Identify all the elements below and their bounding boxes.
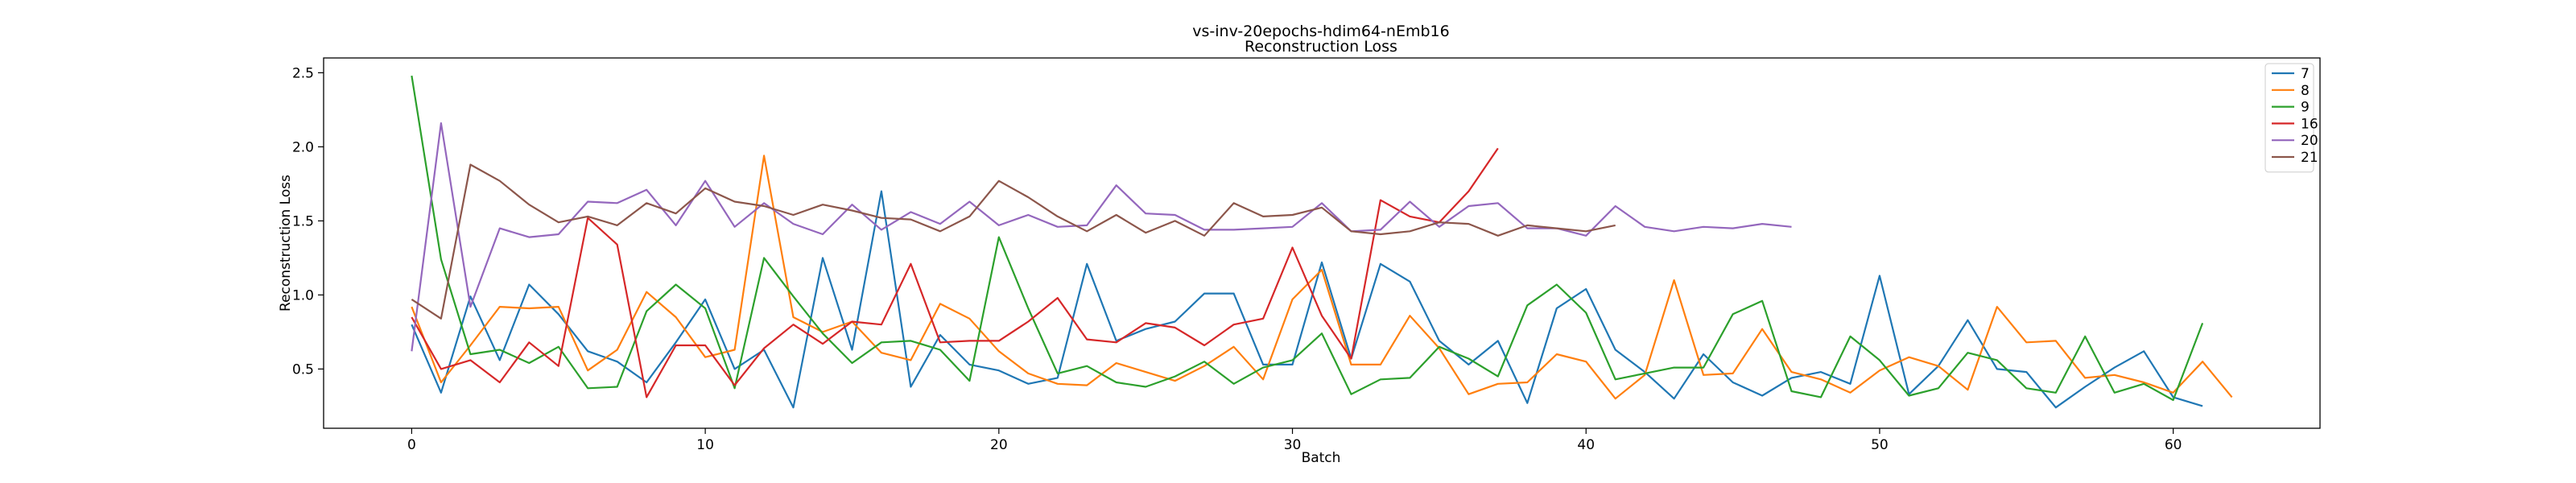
legend-label-7: 7 [2301, 66, 2310, 82]
series-line-7 [411, 190, 2203, 409]
y-tick-label: 2.0 [292, 139, 314, 155]
legend-label-8: 8 [2301, 83, 2310, 99]
y-axis: 0.5 1.0 1.5 2.0 2.5 [292, 65, 324, 378]
legend-label-9: 9 [2301, 100, 2310, 116]
y-tick-label: 1.5 [292, 213, 314, 229]
x-tick-label: 0 [407, 437, 416, 453]
x-axis: 0 10 20 30 40 50 60 [407, 428, 2182, 453]
series-line-21 [411, 163, 1616, 320]
x-axis-label: Batch [1302, 450, 1341, 466]
chart-subtitle: Reconstruction Loss [1245, 38, 1397, 56]
plot-frame [323, 57, 2321, 429]
x-tick-label: 10 [696, 437, 714, 453]
x-tick-label: 20 [990, 437, 1008, 453]
series-line-20 [411, 122, 1792, 352]
x-tick-label: 40 [1577, 437, 1595, 453]
x-tick-label: 50 [1871, 437, 1889, 453]
y-tick-label: 2.5 [292, 65, 314, 81]
series-line-8 [411, 155, 2233, 400]
plot-area [411, 75, 2233, 409]
series-line-9 [411, 75, 2204, 402]
legend-label-20: 20 [2301, 133, 2318, 149]
y-axis-label: Reconstruction Loss [278, 175, 294, 312]
x-tick-label: 30 [1284, 437, 1302, 453]
legend-label-21: 21 [2301, 150, 2318, 166]
y-tick-label: 1.0 [292, 287, 314, 303]
series-line-16 [411, 147, 1499, 398]
x-tick-label: 60 [2165, 437, 2182, 453]
y-tick-label: 0.5 [292, 361, 314, 378]
chart-title: vs-inv-20epochs-hdim64-nEmb16 [1192, 23, 1449, 40]
legend-label-16: 16 [2301, 116, 2318, 132]
